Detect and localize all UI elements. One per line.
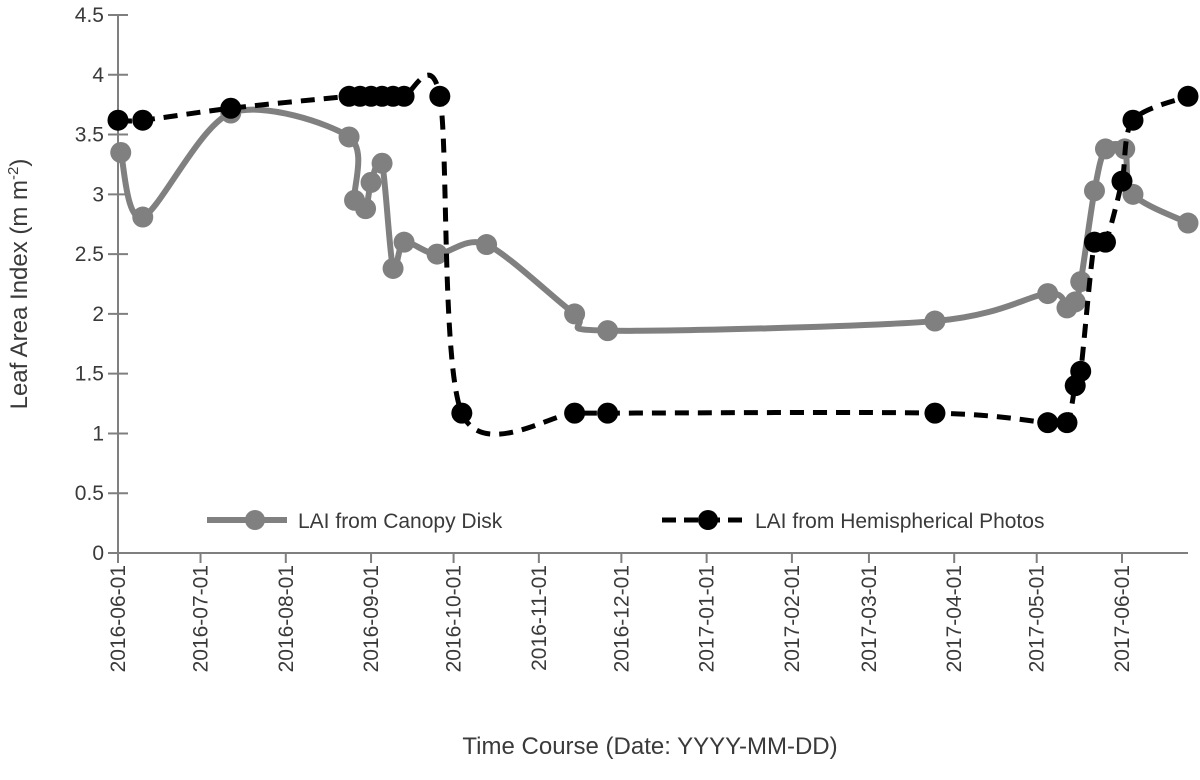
data-point <box>564 303 586 325</box>
data-point <box>1177 212 1199 234</box>
x-tick-label: 2016-06-01 <box>107 565 130 672</box>
x-tick-label: 2016-10-01 <box>443 565 466 672</box>
x-tick-label: 2017-02-01 <box>781 565 804 672</box>
data-point <box>1037 412 1059 434</box>
data-point <box>220 97 242 119</box>
legend-marker-hemispherical <box>698 510 718 530</box>
data-point <box>110 141 132 163</box>
y-tick-label: 4.5 <box>75 4 104 27</box>
data-point <box>1111 170 1133 192</box>
data-point <box>451 402 473 424</box>
data-point <box>1070 271 1092 293</box>
y-tick-label: 3.5 <box>75 124 104 147</box>
legend-label-canopy-disk: LAI from Canopy Disk <box>298 510 503 533</box>
data-point <box>355 198 377 220</box>
data-point <box>426 243 448 265</box>
series-hemispherical-photos <box>107 72 1199 437</box>
x-tick-label: 2016-11-01 <box>528 565 551 671</box>
data-point <box>107 109 129 131</box>
data-point <box>393 85 415 107</box>
x-tick-label: 2017-03-01 <box>858 565 881 672</box>
x-tick-label: 2016-09-01 <box>360 565 383 672</box>
y-tick-label: 4 <box>92 64 104 87</box>
y-axis-title: Leaf Area Index (m m-2) <box>5 159 33 410</box>
data-point <box>382 257 404 279</box>
legend-entry-hemispherical: LAI from Hemispherical Photos <box>662 510 1044 533</box>
data-point <box>1070 360 1092 382</box>
series-layer <box>107 72 1199 437</box>
data-point <box>429 85 451 107</box>
x-tick-label: 2017-04-01 <box>943 565 966 672</box>
y-tick-label: 1.5 <box>75 363 104 386</box>
data-point <box>924 310 946 332</box>
series-canopy-disk <box>110 102 1199 342</box>
series-line <box>117 106 1190 334</box>
x-tick-label: 2017-06-01 <box>1111 565 1134 672</box>
data-point <box>1037 283 1059 305</box>
legend-marker-canopy-disk <box>245 510 265 530</box>
y-tick-label: 2.5 <box>75 243 104 266</box>
x-tick-label: 2017-05-01 <box>1026 565 1049 672</box>
x-tick-label: 2017-01-01 <box>696 565 719 672</box>
data-point <box>1083 180 1105 202</box>
data-point <box>476 234 498 256</box>
data-point <box>1094 231 1116 253</box>
data-point <box>338 126 360 148</box>
data-point <box>597 402 619 424</box>
data-point <box>1122 109 1144 131</box>
data-point <box>1064 291 1086 313</box>
data-point <box>393 231 415 253</box>
data-point <box>1094 138 1116 160</box>
x-axis-title: Time Course (Date: YYYY-MM-DD) <box>462 733 837 760</box>
data-point <box>132 206 154 228</box>
y-tick-label: 1 <box>92 422 104 445</box>
y-tick-label: 0.5 <box>75 482 104 505</box>
data-point <box>371 152 393 174</box>
data-point <box>597 320 619 342</box>
data-point <box>132 109 154 131</box>
y-tick-label: 0 <box>92 542 104 565</box>
data-point <box>1056 412 1078 434</box>
y-tick-label: 2 <box>92 303 104 326</box>
axes: 0 0.5 1 1.5 2 2.5 3 3.5 4 4.5 2016-06-01 2016-07-01… <box>75 4 1188 672</box>
series-line <box>117 72 1189 437</box>
data-point <box>1177 85 1199 107</box>
legend-label-hemispherical: LAI from Hemispherical Photos <box>755 510 1044 533</box>
data-point <box>924 402 946 424</box>
legend-entry-canopy-disk: LAI from Canopy Disk <box>207 510 503 533</box>
x-tick-label: 2016-08-01 <box>275 565 298 672</box>
data-point <box>360 171 382 193</box>
x-tick-label: 2016-07-01 <box>190 565 213 672</box>
y-tick-label: 3 <box>92 183 104 206</box>
data-point <box>564 402 586 424</box>
x-tick-label: 2016-12-01 <box>610 565 633 672</box>
legend: LAI from Canopy Disk LAI from Hemispheri… <box>207 510 1044 533</box>
